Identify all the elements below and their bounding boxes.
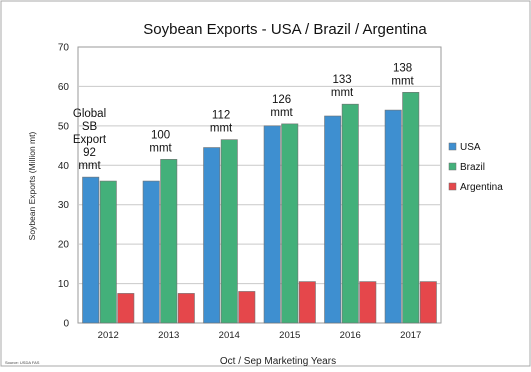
bar bbox=[117, 293, 135, 324]
legend-swatch bbox=[448, 142, 457, 151]
bar bbox=[341, 103, 359, 324]
annotation-text: mmt bbox=[149, 142, 172, 154]
y-tick-label: 50 bbox=[58, 121, 70, 132]
annotation-text: 92 bbox=[83, 147, 96, 159]
annotation-text: Global bbox=[73, 108, 106, 120]
plot-area bbox=[77, 46, 442, 324]
bar bbox=[419, 281, 437, 324]
legend-label: Argentina bbox=[460, 182, 503, 193]
x-tick-label: 2012 bbox=[98, 330, 119, 341]
legend-label: USA bbox=[460, 142, 481, 153]
x-tick-label: 2015 bbox=[279, 330, 300, 341]
annotations: GlobalSBExport92mmt100mmt112mmt126mmt133… bbox=[73, 62, 415, 172]
y-tick-label: 70 bbox=[58, 43, 70, 54]
bar bbox=[263, 125, 281, 324]
annotation-text: 133 bbox=[332, 74, 351, 86]
bar bbox=[142, 180, 160, 324]
bar bbox=[384, 109, 402, 324]
bar bbox=[359, 281, 377, 324]
x-axis: 2012 2013 2014 2015 2016 2017 bbox=[98, 330, 422, 341]
y-axis-label: Soybean Exports (Million mt) bbox=[27, 132, 37, 241]
y-tick-label: 0 bbox=[63, 319, 69, 330]
x-tick-label: 2016 bbox=[340, 330, 361, 341]
bar bbox=[177, 293, 195, 324]
legend-swatch bbox=[448, 162, 457, 171]
bar bbox=[238, 291, 256, 324]
legend-swatch bbox=[448, 182, 457, 191]
bar bbox=[402, 92, 420, 324]
y-tick-label: 20 bbox=[58, 240, 70, 251]
annotation-text: 126 bbox=[272, 94, 291, 106]
y-tick-label: 40 bbox=[58, 161, 70, 172]
annotation-text: mmt bbox=[331, 87, 354, 99]
gridlines bbox=[78, 85, 441, 285]
chart-title: Soybean Exports - USA / Brazil / Argenti… bbox=[143, 21, 427, 38]
bar bbox=[160, 159, 178, 324]
y-axis: 0 10 20 30 40 50 60 70 bbox=[58, 43, 70, 330]
annotation-text: mmt bbox=[270, 107, 293, 119]
y-tick-label: 30 bbox=[58, 200, 70, 211]
y-tick-label: 60 bbox=[58, 82, 70, 93]
annotation-text: mmt bbox=[391, 75, 414, 87]
bar bbox=[203, 147, 221, 324]
bar bbox=[281, 123, 299, 324]
bar bbox=[82, 176, 100, 324]
annotation-text: 138 bbox=[393, 62, 412, 74]
annotation-text: SB bbox=[82, 121, 98, 133]
annotation-text: 100 bbox=[151, 129, 170, 141]
legend-label: Brazil bbox=[460, 162, 485, 173]
annotation-text: 112 bbox=[212, 110, 230, 122]
source-note: Source: USDA FAS bbox=[5, 360, 40, 365]
bar bbox=[99, 180, 117, 324]
bars bbox=[82, 92, 437, 324]
annotation-text: Export bbox=[73, 134, 107, 146]
legend: USA Brazil Argentina bbox=[448, 142, 503, 193]
x-tick-label: 2014 bbox=[219, 330, 240, 341]
y-tick-label: 10 bbox=[58, 279, 70, 290]
bar bbox=[220, 139, 238, 324]
annotation-text: mmt bbox=[78, 160, 101, 172]
x-tick-label: 2013 bbox=[158, 330, 179, 341]
x-tick-label: 2017 bbox=[400, 330, 421, 341]
x-axis-label: Oct / Sep Marketing Years bbox=[220, 356, 336, 367]
bar bbox=[324, 115, 342, 324]
annotation-text: mmt bbox=[210, 123, 233, 135]
bar bbox=[298, 281, 316, 324]
